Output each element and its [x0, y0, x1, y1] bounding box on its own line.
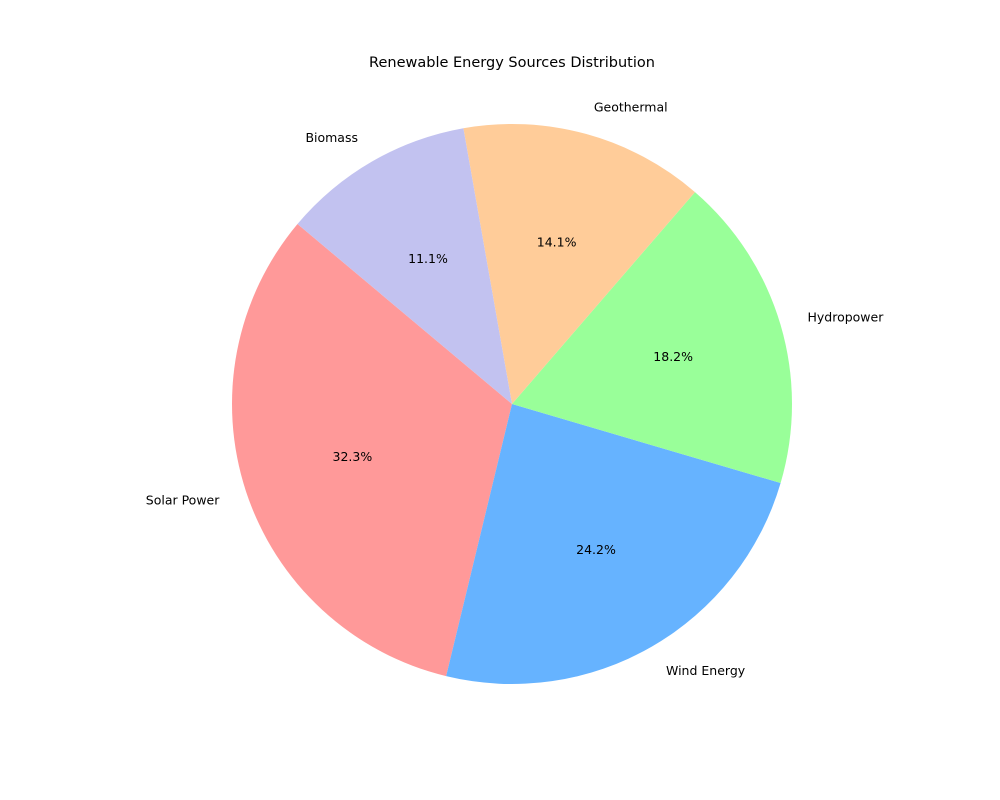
pie-slice-wind-energy	[446, 404, 781, 684]
slice-label-geothermal: Geothermal	[594, 100, 668, 115]
percent-label-wind-energy: 24.2%	[576, 542, 616, 557]
percent-label-solar-power: 32.3%	[333, 449, 373, 464]
slice-label-solar-power: Solar Power	[146, 493, 220, 508]
slice-label-wind-energy: Wind Energy	[666, 663, 746, 678]
slice-label-hydropower: Hydropower	[807, 310, 884, 325]
chart-title: Renewable Energy Sources Distribution	[369, 55, 655, 71]
pie-slices	[232, 123, 792, 684]
percent-label-hydropower: 18.2%	[653, 349, 693, 364]
slice-label-biomass: Biomass	[305, 130, 358, 145]
pie-slice-solar-power	[232, 224, 513, 677]
pie-slice-geothermal	[463, 123, 695, 404]
percent-label-geothermal: 14.1%	[537, 235, 577, 250]
percent-label-biomass: 11.1%	[408, 251, 448, 266]
pie-slice-hydropower	[512, 192, 792, 484]
pie-labels: Solar Power 32.3% Wind Energy 24.2% Hydropow…	[146, 100, 884, 679]
pie-slice-biomass	[297, 128, 512, 404]
